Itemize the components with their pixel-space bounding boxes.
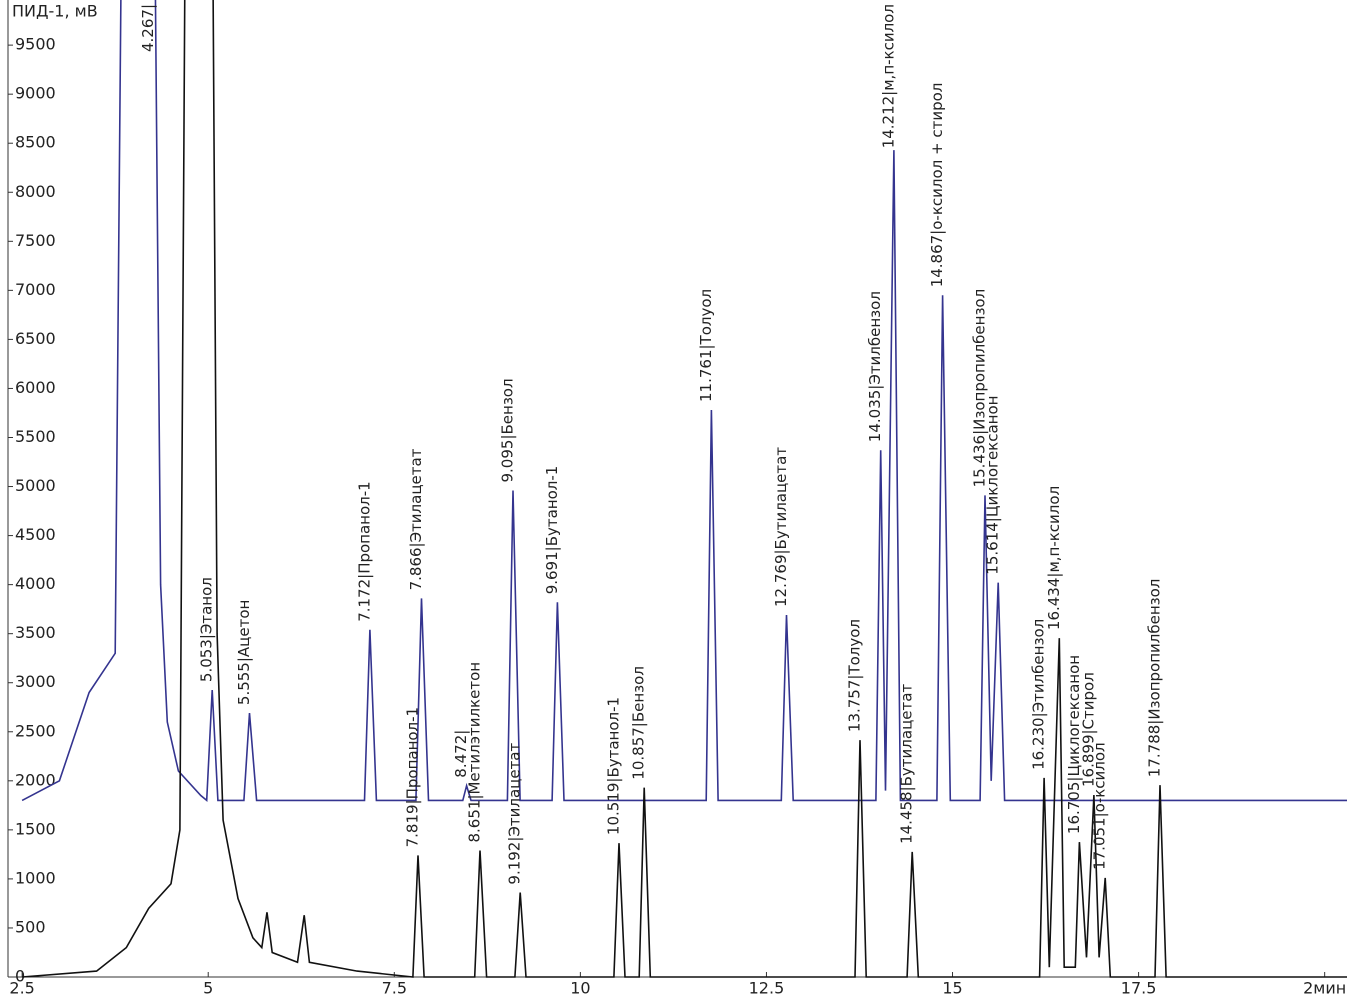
y-tick-label: 500 <box>15 917 46 936</box>
peak-label: 10.857|Бензол <box>630 666 648 780</box>
y-tick-label: 8000 <box>15 182 56 201</box>
peak-label: 14.035|Этилбензол <box>866 291 884 442</box>
x-tick-label: 10 <box>570 979 590 998</box>
peak-label: 12.769|Бутилацетат <box>772 447 790 607</box>
peak-label: 16.705|Циклогексанон <box>1065 655 1083 834</box>
peak-label: 7.172|Пропанол-1 <box>355 481 373 622</box>
y-tick-label: 6000 <box>15 378 56 397</box>
y-tick-label: 3000 <box>15 672 56 691</box>
annotations: 4.267| 5.053|Этанол 5.555|Ацетон 7.172|Проп… <box>139 4 1163 885</box>
peak-label: 7.866|Этилацетат <box>407 448 425 590</box>
peak-label: 16.230|Этилбензол <box>1030 619 1048 770</box>
y-tick-label: 0 <box>15 967 25 986</box>
y-tick-label: 8500 <box>15 133 56 152</box>
y-axis-label: ПИД-1, мВ <box>12 2 98 21</box>
peak-label: 9.691|Бутанол-1 <box>543 466 561 595</box>
y-tick-label: 9000 <box>15 84 56 103</box>
peak-label: 15.436|Изопропилбензол <box>971 289 989 488</box>
trace <box>22 0 1347 978</box>
peak-label: 8.651|Метилэтилкетон <box>466 662 484 843</box>
y-tick-label: 6500 <box>15 329 56 348</box>
x-tick-label: 17.5 <box>1121 979 1157 998</box>
y-tick-label: 5500 <box>15 427 56 446</box>
y-tick-label: 4500 <box>15 525 56 544</box>
peak-label: 14.867|о-ксилол + стирол <box>928 83 946 288</box>
axes: 0 500 1000 1500 2000 2500 3000 3500 4000 4500 5000… <box>7 0 1347 998</box>
y-tick-label: 2500 <box>15 721 56 740</box>
y-tick-label: 5000 <box>15 476 56 495</box>
y-tick-label: 7500 <box>15 231 56 250</box>
peak-label: 17.788|Изопропилбензол <box>1146 579 1164 778</box>
peak-label: 5.555|Ацетон <box>235 600 253 705</box>
y-tick-label: 4000 <box>15 574 56 593</box>
y-tick-label: 9500 <box>15 35 56 54</box>
y-tick-label: 7000 <box>15 280 56 299</box>
x-tick-label: 2мин <box>1303 979 1346 998</box>
x-tick-label: 2.5 <box>9 979 34 998</box>
x-tick-label: 12.5 <box>749 979 785 998</box>
peak-label: 8.472| <box>452 730 470 778</box>
peak-label: 14.212|м,п-ксилол <box>879 4 897 148</box>
y-tick-label: 3500 <box>15 623 56 642</box>
y-tick-label: 1000 <box>15 868 56 887</box>
peak-label: 13.757|Толуол <box>846 619 864 732</box>
peak-label: 17.051|о-ксилол <box>1091 742 1109 870</box>
peak-label: 7.819|Пропанол-1 <box>404 707 422 848</box>
peak-label: 9.095|Бензол <box>499 378 517 482</box>
x-tick-label: 5 <box>203 979 213 998</box>
y-tick-label: 1500 <box>15 819 56 838</box>
peak-label: 11.761|Толуол <box>697 289 715 402</box>
y-tick-label: 2000 <box>15 770 56 789</box>
peak-label: 10.519|Бутанол-1 <box>605 697 623 835</box>
peak-label: 5.053|Этанол <box>198 577 216 682</box>
x-tick-label: 15 <box>942 979 962 998</box>
peak-label: 4.267| <box>139 4 157 52</box>
peak-label: 14.458|Бутилацетат <box>898 684 916 844</box>
trace <box>21 0 1347 803</box>
peak-label: 9.192|Этилацетат <box>506 742 524 884</box>
peak-label: 15.614|Циклогексанон <box>984 396 1002 575</box>
peak-label: 16.899|Стирол <box>1079 672 1097 787</box>
traces <box>21 0 1347 978</box>
peak-label: 16.434|м,п-ксилол <box>1045 486 1063 630</box>
x-tick-label: 7.5 <box>382 979 407 998</box>
